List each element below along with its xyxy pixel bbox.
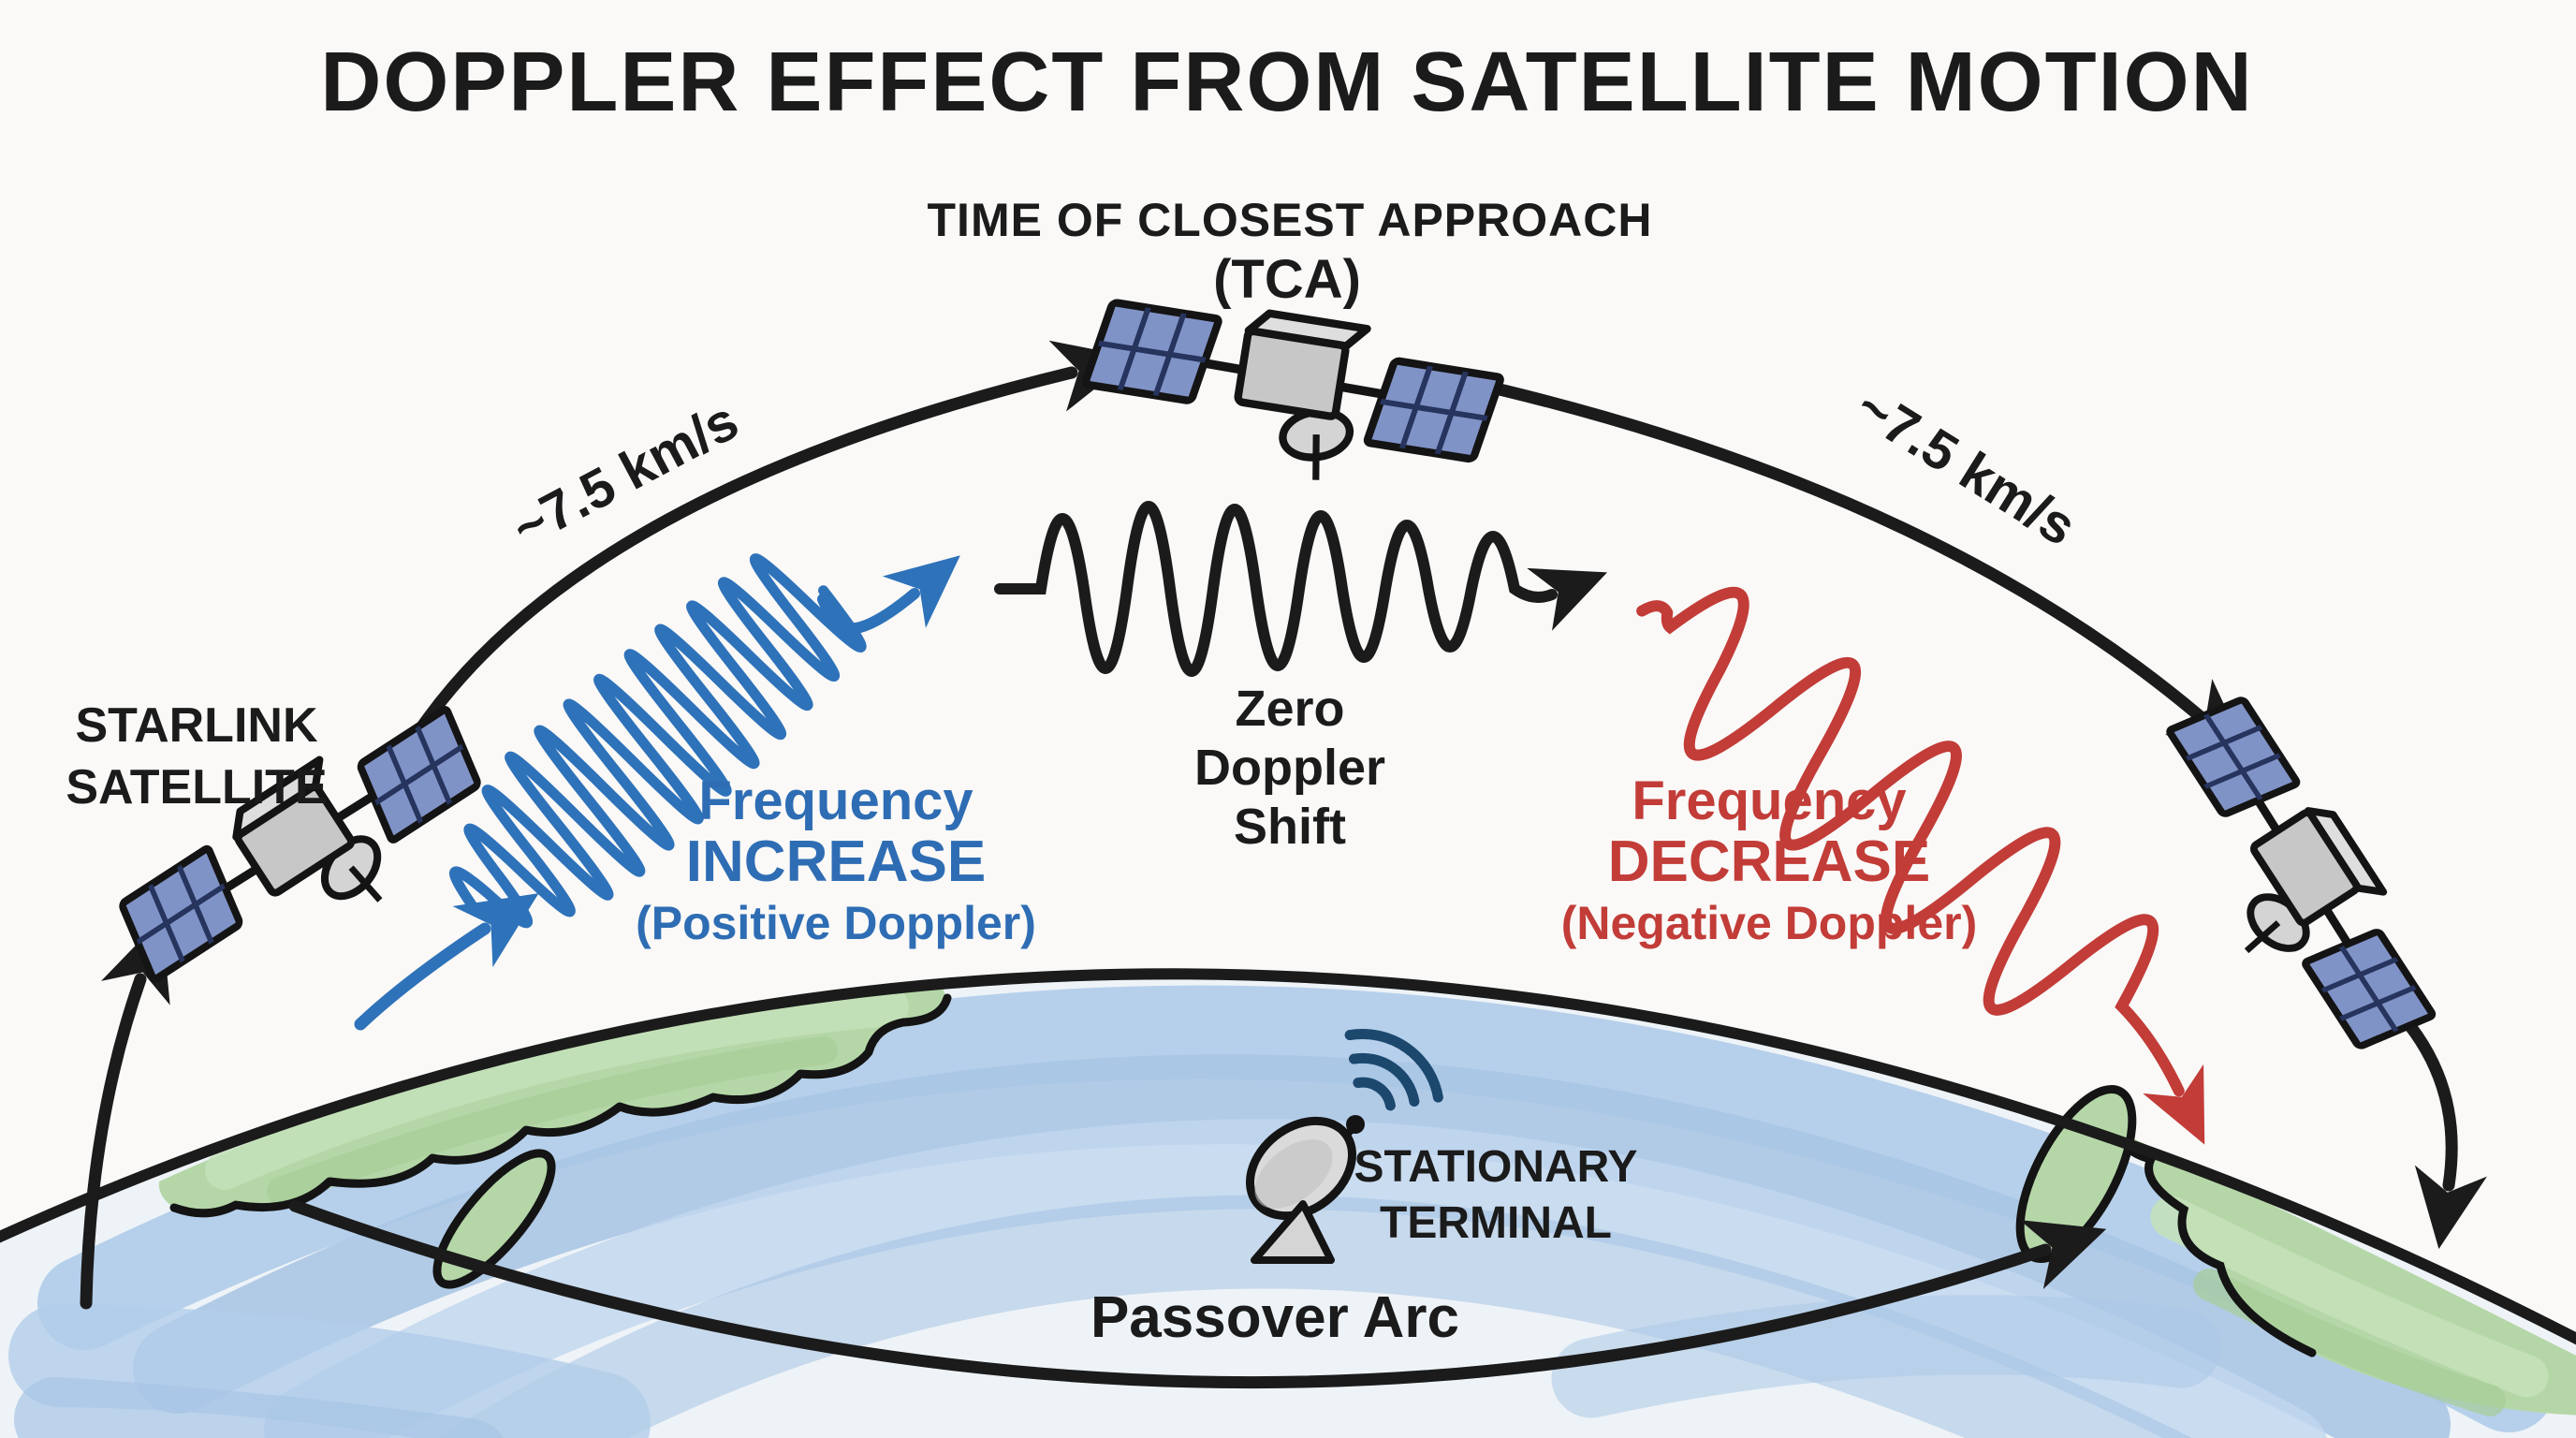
frequency-increase-line3: (Positive Doppler) — [636, 897, 1036, 949]
wifi-arc — [1349, 1052, 1420, 1107]
dish-inner-shade — [1254, 1139, 1333, 1209]
speed-label-right: ~7.5 km/s — [1846, 375, 2086, 557]
uplink-blue-arrow — [354, 893, 539, 1031]
zero-doppler-line3: Shift — [1234, 799, 1346, 855]
passover-arc-arrow — [288, 1199, 2107, 1389]
frequency-decrease-line1: Frequency — [1632, 770, 1906, 831]
zero-shift-wave — [994, 501, 1608, 677]
land-streak — [2150, 1196, 2549, 1398]
frequency-increase-line2: INCREASE — [686, 829, 986, 894]
land-streak — [267, 1036, 838, 1205]
terminal-label-line2: TERMINAL — [1380, 1198, 1612, 1248]
stretched-wave-group — [1636, 586, 2255, 1137]
landmass-right — [2015, 1085, 2576, 1416]
zero-doppler-line1: Zero — [1235, 681, 1344, 737]
landmass-left — [158, 985, 952, 1289]
compressed-wave — [449, 553, 867, 929]
coastline-left — [169, 993, 952, 1218]
frequency-decrease-line3: (Negative Doppler) — [1561, 897, 1978, 949]
passover-arc-label: Passover Arc — [1090, 1285, 1459, 1350]
tca-abbr: (TCA) — [1213, 249, 1361, 310]
ocean-stroke — [14, 1377, 510, 1438]
starlink-label-line2: SATELLITE — [66, 760, 327, 814]
compressed-wave-group — [449, 553, 867, 929]
land-streak — [205, 987, 909, 1190]
earth — [0, 968, 2576, 1438]
speed-label-left: ~7.5 km/s — [503, 389, 749, 559]
launch-arrow — [80, 917, 170, 1310]
orbit-arc-right — [1461, 375, 2249, 758]
wifi-arc — [1344, 1028, 1443, 1103]
frequency-decrease-line2: DECREASE — [1608, 829, 1931, 894]
dish-stand — [1251, 1200, 1335, 1264]
terminal-label-line1: STATIONARY — [1354, 1142, 1637, 1192]
compressed-wave-arrow — [817, 555, 960, 635]
tca-satellite-icon — [1076, 286, 1505, 506]
earth-limb — [0, 968, 2576, 1345]
stationary-terminal-label: STATIONARY TERMINAL — [1354, 1142, 1637, 1248]
orbit-arc-left — [377, 340, 1134, 798]
wifi-arc — [1353, 1077, 1396, 1111]
island-left — [432, 1149, 556, 1289]
ocean-stroke — [8, 1304, 651, 1438]
dish-feed-tip — [1346, 1115, 1365, 1134]
descending-satellite-icon — [2123, 681, 2454, 1082]
frequency-decrease-label: Frequency DECREASE (Negative Doppler) — [1561, 770, 1978, 949]
stretched-wave — [1636, 586, 2255, 1137]
frequency-increase-label: Frequency INCREASE (Positive Doppler) — [636, 770, 1036, 949]
ground-terminal-icon — [1246, 1115, 1365, 1264]
page-title: DOPPLER EFFECT FROM SATELLITE MOTION — [320, 36, 2253, 129]
zero-doppler-line2: Doppler — [1194, 740, 1385, 796]
tca-label: TIME OF CLOSEST APPROACH — [928, 194, 1653, 246]
starlink-label-line1: STARLINK — [75, 698, 317, 753]
zero-doppler-label: Zero Doppler Shift — [1194, 681, 1385, 855]
ocean-stroke — [1551, 1295, 2221, 1418]
land-streak — [2193, 1269, 2506, 1416]
frequency-increase-line1: Frequency — [698, 770, 973, 831]
wifi-icon — [1344, 1028, 1443, 1111]
